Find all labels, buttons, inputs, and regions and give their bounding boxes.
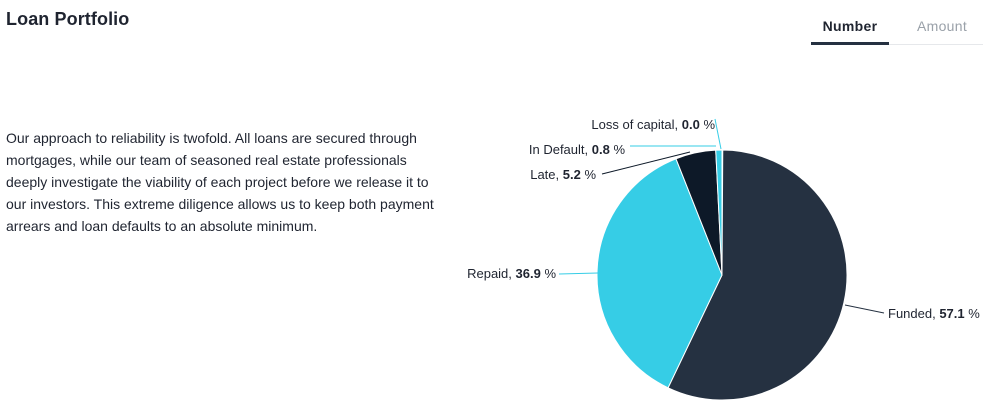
slice-label-loss-of-capital: Loss of capital, 0.0 % [591,117,715,132]
tab-amount[interactable]: Amount [916,18,968,34]
slice-label-in-default: In Default, 0.8 % [529,142,626,157]
connector-funded [844,304,885,314]
pie-slice-loss-of-capital[interactable] [721,149,724,276]
intro-paragraph: Our approach to reliability is twofold. … [6,130,434,234]
tab-number[interactable]: Number [811,14,889,45]
pie-slices [596,149,848,401]
connector-loss-of-capital [714,118,722,150]
connector-repaid [558,272,599,275]
pie-slice-repaid[interactable] [596,158,723,389]
slice-label-funded: Funded, 57.1 % [888,306,980,321]
connector-late [601,151,691,175]
pie-slice-funded[interactable] [667,149,848,401]
label-connectors [558,118,885,314]
slice-label-late: Late, 5.2 % [530,167,596,182]
slice-labels: Funded, 57.1 % Repaid, 36.9 % Late, 5.2 % I… [467,117,980,321]
view-toggle-tabs: Number Amount [811,14,983,45]
slice-label-repaid: Repaid, 36.9 % [467,266,556,281]
page-title: Loan Portfolio [6,9,130,29]
